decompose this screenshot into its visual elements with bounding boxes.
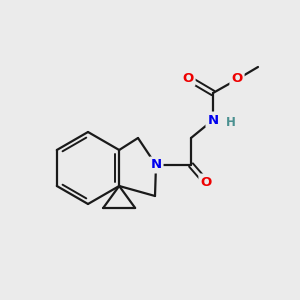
Text: O: O (182, 71, 194, 85)
Text: N: N (150, 158, 162, 172)
Text: O: O (231, 73, 243, 85)
Text: O: O (200, 176, 211, 188)
Text: H: H (226, 116, 236, 128)
Text: N: N (207, 113, 219, 127)
